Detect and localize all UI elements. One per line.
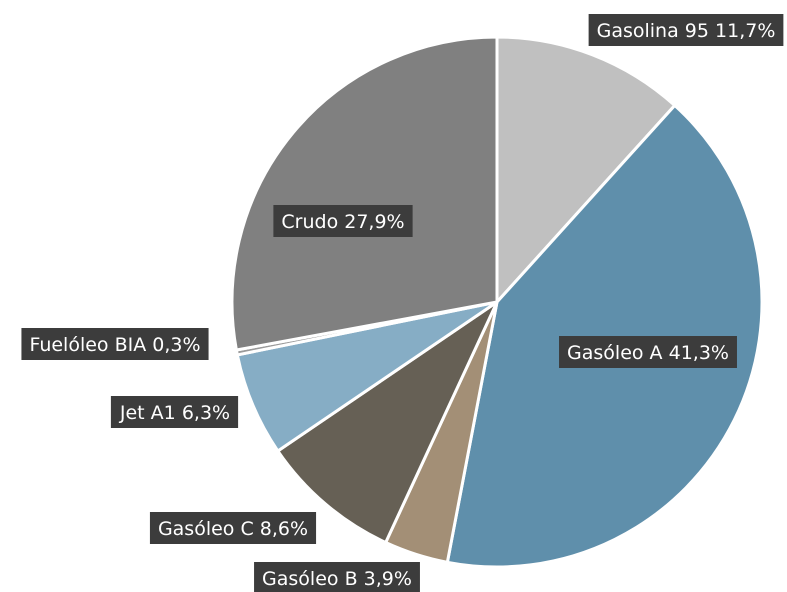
category-name: Jet A1 <box>119 402 176 424</box>
label-box <box>149 512 317 544</box>
pie-slice <box>276 300 499 544</box>
value-label: 8,6% <box>260 518 308 540</box>
label-text: Fuelóleo BIA 0,3% <box>29 334 200 356</box>
category-name: Gasóleo C <box>158 518 254 540</box>
slice-label: Gasolina 95 11,7% <box>588 14 784 46</box>
label-box <box>559 336 737 368</box>
value-label: 0,3% <box>152 334 200 356</box>
category-name: Fuelóleo BIA <box>29 334 146 356</box>
label-box <box>21 328 209 360</box>
slice-label: Gasóleo A 41,3% <box>559 336 737 368</box>
value-label: 27,9% <box>344 211 404 233</box>
category-name: Gasolina 95 <box>597 20 709 42</box>
value-label: 11,7% <box>715 20 775 42</box>
slice-label: Crudo 27,9% <box>273 205 413 237</box>
category-name: Gasóleo B <box>262 568 358 590</box>
label-text: Gasóleo B 3,9% <box>262 568 412 590</box>
value-label: 3,9% <box>364 568 412 590</box>
slice-label: Jet A1 6,3% <box>110 396 239 428</box>
label-box <box>110 396 239 428</box>
label-text: Gasóleo C 8,6% <box>158 518 308 540</box>
pie-slice <box>495 35 677 304</box>
category-name: Gasóleo A <box>567 342 663 364</box>
pie-slice <box>230 35 499 352</box>
label-box <box>254 562 420 592</box>
label-text: Gasolina 95 11,7% <box>597 20 776 42</box>
value-label: 6,3% <box>182 402 230 424</box>
label-box <box>273 205 413 237</box>
slice-label: Fuelóleo BIA 0,3% <box>21 328 209 360</box>
label-text: Gasóleo A 41,3% <box>567 342 729 364</box>
slice-label: Gasóleo B 3,9% <box>254 562 420 592</box>
label-box <box>588 14 784 46</box>
category-name: Crudo <box>281 211 338 233</box>
slice-label: Gasóleo C 8,6% <box>149 512 317 544</box>
value-label: 41,3% <box>669 342 729 364</box>
label-text: Crudo 27,9% <box>281 211 404 233</box>
label-text: Jet A1 6,3% <box>119 402 230 424</box>
